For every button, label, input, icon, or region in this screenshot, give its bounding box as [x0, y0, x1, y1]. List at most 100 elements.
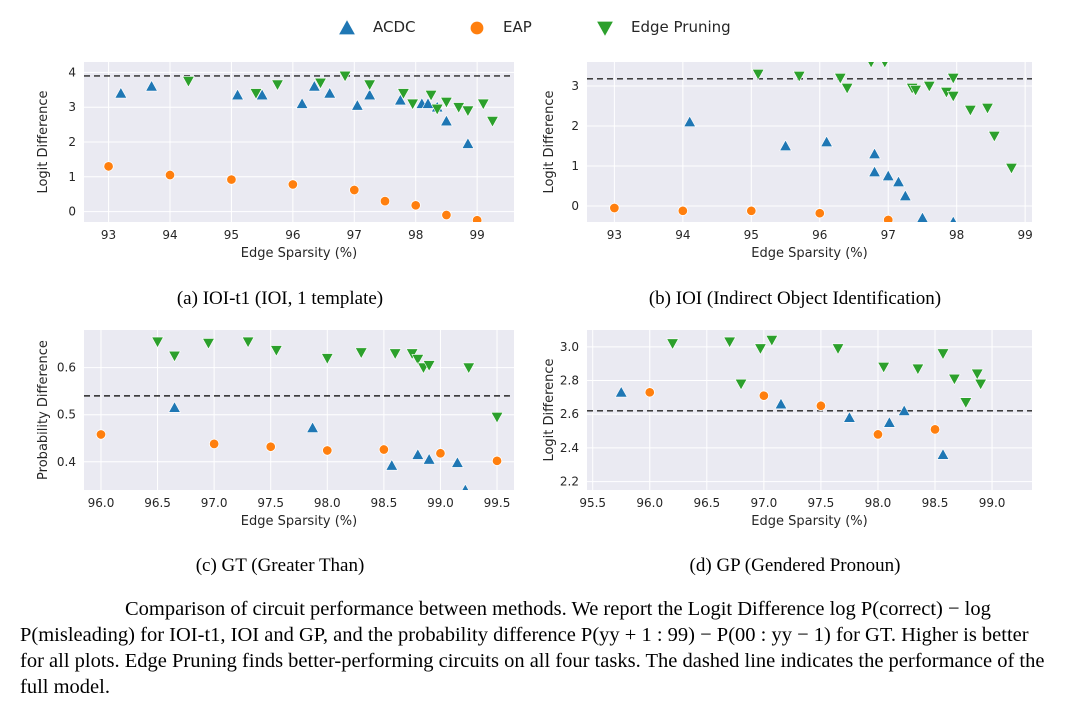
chart-legend: ACDC EAP Edge Pruning: [335, 12, 755, 40]
x-axis-label: Edge Sparsity (%): [751, 246, 867, 261]
x-tick-label: 97.0: [201, 496, 228, 510]
point-edge-pruning: [430, 103, 444, 116]
point-eap: [265, 441, 276, 452]
figure-caption: Comparison of circuit performance betwee…: [20, 596, 1050, 700]
point-edge-pruning: [486, 116, 499, 128]
caption-c: (c) GT (Greater Than): [195, 555, 365, 576]
panel-gp: 95.5 96.0 96.5 97.0 97.5 98.0 98.5 99.0 2.2 2.4 2.…: [535, 320, 1065, 545]
point-edge-pruning: [751, 68, 765, 81]
point-edge-pruning: [946, 72, 960, 85]
point-acdc: [881, 169, 895, 182]
point-edge-pruning: [462, 362, 476, 375]
point-acdc: [949, 215, 957, 222]
x-tick-labels: 95.5 96.0 96.5 97.0 97.5 98.0 98.5 99.0: [579, 496, 1005, 510]
x-tick-label: 95: [744, 228, 759, 242]
y-tick-label: 2.4: [560, 441, 579, 455]
point-edge-pruning: [754, 343, 767, 356]
point-acdc: [231, 88, 244, 101]
point-edge-pruning: [1005, 162, 1018, 175]
point-eap: [872, 429, 884, 440]
point-acdc: [411, 448, 425, 460]
point-edge-pruning: [974, 378, 988, 391]
point-eap: [814, 208, 825, 219]
y-tick-labels: 0.4 0.5 0.6: [57, 361, 76, 469]
point-edge-pruning: [452, 102, 466, 114]
x-tick-label: 99.0: [427, 496, 454, 510]
point-eap: [435, 448, 446, 459]
x-tick-labels: 93 94 95 96 97 98 99: [607, 228, 1033, 242]
point-acdc: [892, 175, 905, 188]
y-tick-labels: 0 1 2 3 4: [68, 65, 76, 218]
caption-d: (d) GP (Gendered Pronoun): [689, 555, 901, 576]
point-acdc: [779, 139, 792, 152]
data-points: [95, 336, 504, 490]
point-acdc: [868, 165, 881, 178]
point-acdc: [843, 411, 856, 423]
y-axis-label: Probability Difference: [36, 340, 51, 480]
point-eap: [929, 424, 941, 435]
y-axis-label: Logit Difference: [36, 90, 51, 193]
point-acdc: [820, 135, 834, 148]
gridlines: [84, 330, 514, 490]
x-tick-label: 99: [1018, 228, 1033, 242]
point-acdc: [307, 79, 321, 92]
x-tick-label: 98.5: [922, 496, 949, 510]
panel-svg: 93 94 95 96 97 98 99 0 1 2 3 4 Edge Sparsity (%) Logi…: [36, 62, 514, 261]
y-tick-labels: 2.2 2.4 2.6 2.8 3.0: [560, 340, 579, 489]
gridlines: [587, 330, 1032, 490]
point-edge-pruning: [202, 338, 215, 350]
point-eap: [746, 205, 757, 216]
point-eap: [226, 174, 237, 185]
panel-ioi-t1: 93 94 95 96 97 98 99 0 1 2 3 4 Edge Sparsity (%) Logi…: [0, 50, 535, 280]
x-tick-label: 97: [347, 228, 362, 242]
y-tick-label: 0.6: [57, 361, 76, 375]
x-tick-label: 95.5: [579, 496, 606, 510]
point-edge-pruning: [182, 76, 195, 88]
point-acdc: [114, 86, 128, 99]
point-eap: [441, 209, 452, 221]
y-tick-label: 2.2: [560, 475, 579, 489]
y-tick-label: 0.5: [57, 408, 76, 422]
point-acdc: [916, 211, 929, 222]
point-acdc: [385, 459, 399, 471]
point-edge-pruning: [397, 88, 410, 100]
point-acdc: [295, 97, 309, 109]
point-edge-pruning: [881, 62, 889, 69]
point-acdc: [350, 98, 364, 111]
point-edge-pruning: [963, 104, 977, 117]
x-tick-label: 97.0: [750, 496, 777, 510]
x-tick-label: 97: [881, 228, 896, 242]
point-edge-pruning: [320, 353, 334, 365]
point-acdc: [461, 137, 475, 149]
point-edge-pruning: [354, 347, 368, 360]
point-edge-pruning: [422, 360, 436, 372]
plot-area: [84, 330, 514, 490]
point-eap: [95, 429, 107, 440]
point-acdc: [323, 86, 337, 99]
y-tick-label: 1: [68, 170, 76, 184]
point-edge-pruning: [959, 397, 973, 409]
point-eap: [322, 445, 333, 456]
y-tick-label: 2.8: [560, 374, 579, 388]
legend-marker-edge-pruning: [596, 20, 614, 38]
point-acdc: [255, 88, 269, 101]
legend-label: EAP: [503, 18, 532, 36]
point-eap: [378, 444, 390, 455]
point-acdc: [363, 88, 377, 101]
data-points: [103, 70, 499, 222]
point-acdc: [898, 189, 912, 202]
point-edge-pruning: [666, 338, 679, 350]
point-edge-pruning: [490, 412, 504, 424]
point-acdc: [393, 93, 407, 106]
x-tick-labels: 96.0 96.5 97.0 97.5 98.0 98.5 99.0 99.5: [88, 496, 511, 510]
point-eap: [349, 184, 360, 196]
x-tick-label: 93: [607, 228, 622, 242]
point-edge-pruning: [249, 88, 263, 100]
point-edge-pruning: [241, 336, 255, 349]
point-eap: [491, 455, 503, 466]
point-edge-pruning: [833, 72, 847, 85]
point-edge-pruning: [911, 363, 925, 376]
y-tick-label: 3: [571, 79, 579, 93]
legend-marker-acdc: [338, 18, 356, 36]
y-tick-label: 2: [571, 119, 579, 133]
